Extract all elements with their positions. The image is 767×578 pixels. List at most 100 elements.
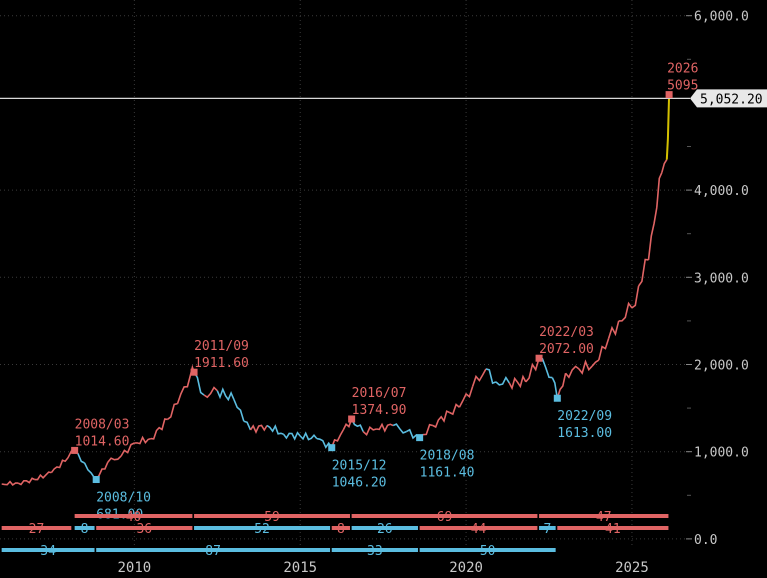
cycle-bar: [539, 526, 556, 530]
annotation-marker: [665, 91, 673, 99]
price-series: [0, 94, 690, 486]
current-price-tag-bg: [690, 89, 767, 108]
y-axis: 0.0 1,000.0 2,000.0 3,000.0 4,000.0 6,000.0: [686, 10, 749, 548]
price-segment: [167, 402, 178, 421]
annotation-date: 2022/09: [557, 409, 612, 424]
annotation-date: 2015/12: [332, 459, 387, 474]
cycle-bar: [557, 526, 669, 530]
price-segment: [432, 410, 450, 429]
annotation-date: 2008/03: [75, 417, 130, 432]
cycle-bar-label: 52: [254, 522, 270, 537]
price-segment: [83, 462, 96, 479]
y-tick-label: 2,000.0: [694, 358, 749, 373]
price-segment: [1, 480, 19, 486]
x-axis: 2010 2015 2020 2025: [117, 560, 648, 576]
annotation-date: 2011/09: [194, 339, 249, 354]
price-segment: [362, 426, 377, 437]
price-segment: [618, 301, 633, 322]
y-tick-label: 3,000.0: [694, 271, 749, 286]
price-segment: [578, 359, 593, 375]
price-segment: [282, 431, 301, 441]
price-segment: [392, 423, 407, 434]
cycle-bar-label: 8: [337, 522, 345, 537]
price-segment: [350, 418, 364, 432]
y-tick-label: 0.0: [694, 533, 717, 548]
annotation-marker: [348, 415, 356, 423]
annotation-marker: [416, 434, 424, 442]
price-segment: [150, 418, 168, 440]
annotation-marker: [328, 444, 336, 452]
current-price-label: 5,052.20: [700, 92, 763, 107]
price-segment: [266, 424, 284, 436]
cycle-bars: 40 59 69 47 27 8 36 52 8 26 44 7 41 34 87 33 50: [1, 510, 669, 559]
cycle-bar: [96, 548, 331, 552]
price-segment: [176, 373, 192, 404]
price-segment: [485, 368, 497, 385]
cycle-bar-label: 33: [367, 544, 383, 559]
cycle-bar-label: 47: [596, 510, 612, 525]
price-segment: [233, 399, 245, 422]
cycle-bar: [539, 514, 669, 518]
x-tick-label: 2020: [449, 560, 483, 576]
grid-lines: [0, 0, 690, 545]
cycle-bar: [419, 548, 556, 552]
price-segment: [471, 368, 487, 387]
annotation-marker: [190, 368, 198, 376]
price-segment: [216, 387, 235, 402]
price-segment: [556, 373, 567, 399]
x-tick-label: 2015: [283, 560, 317, 576]
cycle-bar: [351, 514, 538, 518]
cycle-bar: [96, 526, 193, 530]
annotation-value: 1046.20: [332, 476, 387, 491]
price-segment: [607, 320, 620, 339]
y-tick-label: 6,000.0: [694, 10, 749, 25]
cycle-bar: [331, 548, 418, 552]
price-segment: [525, 357, 540, 383]
annotation-date: 2018/08: [420, 449, 475, 464]
cycle-bar: [194, 526, 331, 530]
price-segment: [508, 374, 527, 391]
price-segment: [631, 285, 640, 309]
cycle-bar-label: 27: [29, 522, 45, 537]
cycle-bar-label: 36: [136, 522, 152, 537]
price-segment: [120, 442, 135, 457]
price-segment: [134, 435, 152, 445]
price-segment: [342, 418, 353, 431]
x-tick-label: 2010: [117, 560, 151, 576]
annotation-value: 1374.90: [352, 403, 407, 418]
annotation-value: 5095: [667, 79, 698, 94]
cycle-bar-label: 26: [377, 522, 393, 537]
price-segment: [243, 420, 252, 431]
cycle-bar-label: 7: [543, 522, 551, 537]
annotation-date: 2022/03: [539, 325, 594, 340]
price-segment: [458, 386, 474, 408]
annotation-marker: [535, 354, 543, 362]
cycle-bar: [194, 514, 350, 518]
cycle-bar-label: 87: [205, 544, 221, 559]
price-segment: [637, 258, 649, 287]
cycle-bar: [74, 526, 95, 530]
price-segment: [249, 424, 268, 435]
annotation-date: 2008/10: [96, 491, 151, 506]
cycle-bar: [74, 514, 193, 518]
price-segment: [591, 359, 600, 367]
annotation-marker: [92, 476, 100, 484]
y-tick-label: 1,000.0: [694, 446, 749, 461]
price-segment: [50, 457, 69, 474]
price-segment: [107, 455, 122, 463]
price-segment: [449, 403, 460, 416]
price-segment: [17, 477, 36, 486]
current-price-tag: 5,052.20: [690, 89, 767, 108]
price-segment: [330, 429, 344, 448]
cycle-bar: [331, 526, 350, 530]
price-segment: [598, 338, 610, 361]
price-segment: [203, 386, 218, 399]
price-segment: [299, 431, 318, 441]
cycle-bar: [1, 548, 95, 552]
cycle-bar: [1, 526, 72, 530]
cycle-bar-label: 50: [480, 544, 496, 559]
cycle-bar: [419, 526, 538, 530]
annotation-value: 1613.00: [557, 426, 612, 441]
annotation-marker: [71, 446, 79, 454]
